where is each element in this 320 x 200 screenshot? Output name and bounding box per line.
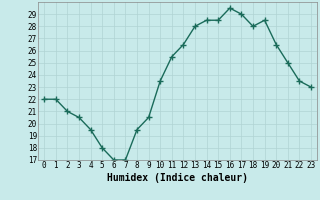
X-axis label: Humidex (Indice chaleur): Humidex (Indice chaleur) (107, 173, 248, 183)
